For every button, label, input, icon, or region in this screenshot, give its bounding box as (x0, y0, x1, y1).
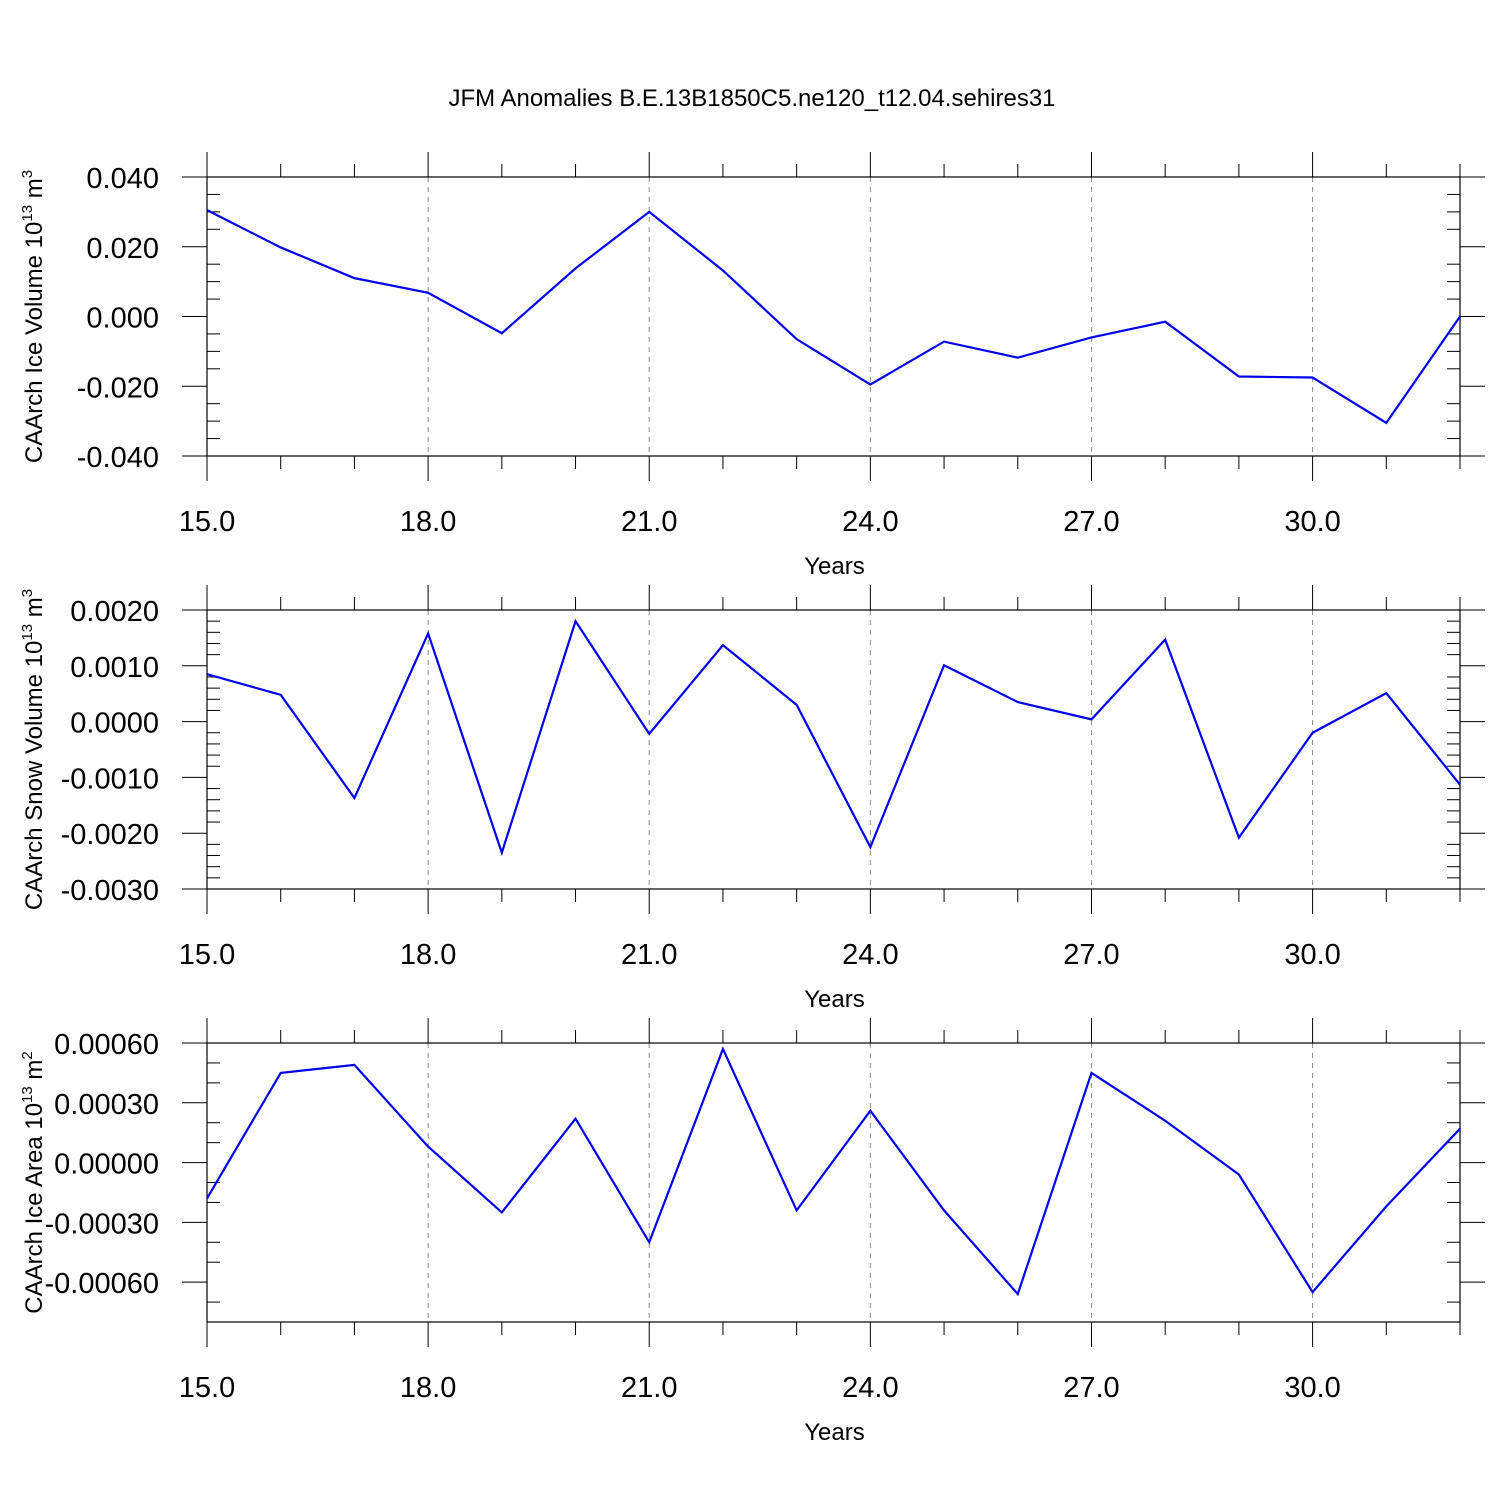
x-tick-label: 27.0 (1063, 1372, 1119, 1404)
plot-frame (206, 609, 1461, 890)
y-tick-label: 0.000 (86, 303, 159, 335)
x-tick-label: 18.0 (400, 1372, 456, 1404)
y-tick-label: 0.00060 (54, 1029, 159, 1061)
x-tick-label: 21.0 (621, 506, 677, 538)
x-tick-label: 27.0 (1063, 506, 1119, 538)
y-tick-label: -0.00030 (45, 1208, 160, 1240)
panel-3: 15.0 18.0 21.0 24.0 27.0 30.0 Years -0.00060 -0.… (19, 1018, 1485, 1446)
y-axis-label: CAArch Ice Area 1013 m2 (19, 1051, 48, 1313)
x-tick-label: 24.0 (842, 1372, 898, 1404)
x-axis-label: Years (804, 986, 865, 1013)
x-tick-label: 21.0 (621, 939, 677, 971)
panel-1: 15.0 18.0 21.0 24.0 27.0 30.0 Years -0.040 -0.02… (19, 152, 1485, 580)
x-axis-label: Years (804, 1419, 865, 1446)
y-tick-label: 0.0000 (70, 708, 159, 740)
x-tick-label: 18.0 (400, 506, 456, 538)
x-tick-label: 15.0 (179, 939, 235, 971)
y-tick-label: -0.0010 (61, 763, 159, 795)
figure-title: JFM Anomalies B.E.13B1850C5.ne120_t12.04… (448, 85, 1055, 112)
y-tick-label: 0.0010 (70, 652, 159, 684)
y-tick-label: -0.040 (77, 442, 159, 474)
x-tick-label: 18.0 (400, 939, 456, 971)
x-tick-label: 15.0 (179, 506, 235, 538)
x-tick-label: 21.0 (621, 1372, 677, 1404)
plot-frame (206, 176, 1461, 457)
series-line (206, 209, 1461, 425)
y-tick-label: -0.0020 (61, 819, 159, 851)
y-axis-label: CAArch Snow Volume 1013 m3 (19, 589, 48, 910)
x-tick-label: 30.0 (1284, 939, 1340, 971)
y-tick-label: 0.020 (86, 233, 159, 265)
y-tick-label: -0.0030 (61, 875, 159, 907)
x-tick-label: 15.0 (179, 1372, 235, 1404)
y-tick-label: 0.040 (86, 163, 159, 195)
x-tick-label: 24.0 (842, 506, 898, 538)
x-tick-label: 30.0 (1284, 1372, 1340, 1404)
y-tick-label: -0.00060 (45, 1268, 160, 1300)
y-tick-label: 0.00030 (54, 1089, 159, 1121)
x-tick-label: 24.0 (842, 939, 898, 971)
series-line (206, 618, 1461, 857)
series-line (206, 1046, 1461, 1297)
x-axis-label: Years (804, 553, 865, 580)
panel-2: 15.0 18.0 21.0 24.0 27.0 30.0 Years -0.0030 -0.0… (19, 585, 1485, 1013)
y-tick-label: -0.020 (77, 372, 159, 404)
x-tick-label: 30.0 (1284, 506, 1340, 538)
y-tick-label: 0.00000 (54, 1149, 159, 1181)
x-tick-label: 27.0 (1063, 939, 1119, 971)
plot-frame (206, 1042, 1461, 1323)
y-tick-label: 0.0020 (70, 596, 159, 628)
y-axis-label: CAArch Ice Volume 1013 m3 (19, 170, 48, 463)
